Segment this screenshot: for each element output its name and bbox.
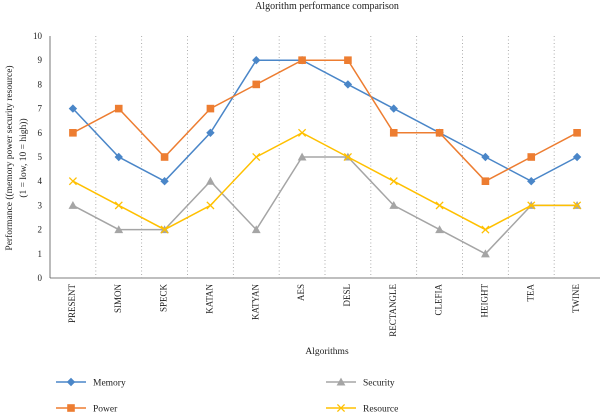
data-point — [114, 201, 123, 210]
legend-marker — [67, 404, 75, 412]
data-point — [573, 201, 582, 210]
legend-label: Security — [363, 379, 395, 389]
data-point — [114, 104, 123, 113]
data-point — [252, 80, 261, 89]
data-point — [297, 152, 307, 161]
y-tick-label: 9 — [38, 55, 43, 65]
y-tick-label: 7 — [38, 104, 43, 114]
legend-label: Resource — [363, 405, 398, 415]
data-point — [160, 225, 169, 234]
data-point — [344, 56, 352, 64]
legend-marker — [66, 377, 76, 387]
data-point — [343, 80, 353, 89]
data-point — [298, 56, 306, 64]
data-point — [206, 201, 215, 210]
series-line-memory — [72, 59, 578, 183]
data-point — [435, 225, 444, 234]
y-tick-label: 0 — [38, 273, 43, 283]
legend-item-power: Power — [56, 404, 118, 415]
data-point — [572, 152, 582, 162]
data-point — [252, 152, 261, 162]
legend-item-resource: Resource — [326, 403, 398, 415]
y-axis-title-line-2: (1 = low, 10 = high)) — [18, 118, 29, 197]
data-point — [68, 201, 78, 209]
y-tick-labels: 0 1 2 3 4 5 6 7 8 9 10 — [33, 31, 43, 283]
y-tick-label: 3 — [38, 200, 43, 210]
y-tick-label: 10 — [33, 31, 43, 41]
data-point — [114, 225, 124, 234]
y-tick-label: 8 — [38, 79, 43, 89]
y-tick-label: 2 — [38, 225, 43, 235]
data-point — [160, 153, 169, 161]
x-tick-label: SPECK — [159, 284, 169, 313]
legend-item-security: Security — [326, 377, 395, 389]
x-tick-label: PRESENT — [67, 284, 77, 324]
x-tick-label: KATAN — [204, 284, 214, 314]
legend-item-memory: Memory — [56, 377, 126, 389]
legend-label: Power — [93, 405, 118, 415]
series-line-power — [72, 59, 578, 183]
series — [68, 56, 582, 258]
data-point — [206, 128, 215, 137]
legend-marker — [336, 403, 346, 413]
data-point — [527, 153, 536, 161]
x-tick-label: AES — [296, 284, 306, 301]
y-tick-label: 4 — [38, 176, 43, 186]
series-resource — [68, 128, 582, 234]
data-point — [481, 177, 490, 185]
legend-label: Memory — [93, 379, 126, 389]
data-point — [527, 201, 536, 210]
x-tick-label: TWINE — [571, 284, 581, 313]
data-point — [343, 152, 352, 162]
x-tick-label: CLEFIA — [434, 283, 444, 315]
data-point — [114, 152, 123, 162]
data-point — [298, 128, 307, 137]
x-tick-label: DESL — [342, 284, 352, 307]
data-point — [389, 104, 398, 113]
series-line-resource — [72, 131, 578, 231]
x-axis-title: Algorithms — [305, 347, 349, 357]
data-point — [389, 177, 398, 186]
y-axis-title-line-1: Performance ((memory power security reso… — [4, 65, 15, 250]
data-point — [481, 249, 490, 258]
x-tick-label: TEA — [525, 284, 535, 302]
axes — [49, 36, 600, 279]
data-point — [69, 129, 77, 137]
data-point — [435, 201, 444, 210]
data-point — [573, 129, 581, 137]
series-line-security — [72, 156, 578, 255]
data-point — [252, 56, 261, 65]
series-power — [69, 56, 581, 185]
legend: Memory Power Security Resource — [56, 377, 398, 415]
y-tick-label: 5 — [38, 152, 43, 162]
x-tick-labels: PRESENT SIMON SPECK KATAN KATYAN AES DESL RECTA… — [67, 283, 581, 336]
x-tick-label: SIMON — [113, 284, 123, 314]
data-point — [389, 129, 398, 137]
data-point — [389, 201, 399, 209]
data-point — [527, 177, 536, 186]
data-point — [481, 152, 490, 162]
data-point — [481, 225, 490, 234]
data-point — [251, 225, 261, 234]
x-tick-label: RECTANGLE — [388, 284, 398, 337]
y-tick-label: 6 — [38, 128, 43, 138]
data-point — [68, 177, 77, 186]
data-point — [206, 104, 215, 113]
data-point — [206, 176, 215, 185]
chart-title: Algorithm performance comparison — [255, 1, 399, 12]
data-point — [435, 129, 444, 137]
x-tick-label: HEIGHT — [479, 284, 489, 318]
data-point — [160, 177, 169, 186]
x-tick-label: KATYAN — [250, 283, 260, 320]
y-tick-label: 1 — [38, 249, 43, 259]
legend-marker — [336, 377, 346, 386]
data-point — [68, 104, 78, 113]
